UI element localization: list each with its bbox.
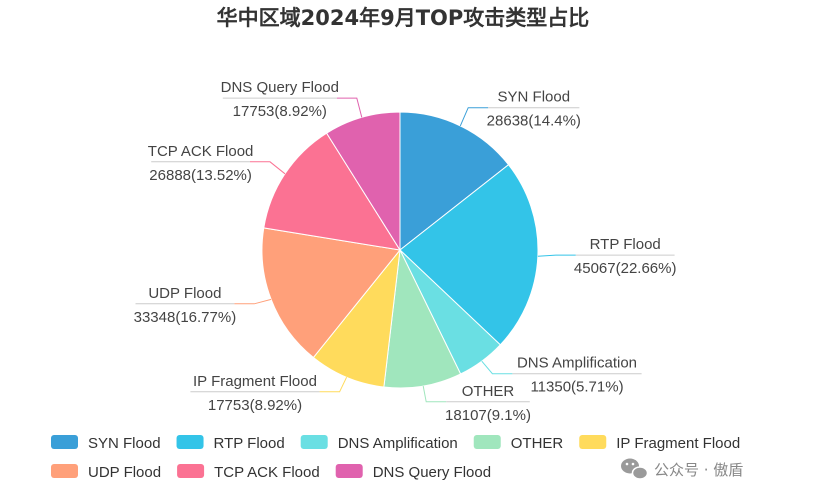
legend-item-ip-fragment-flood[interactable]: IP Fragment Flood [579,435,740,452]
legend-item-syn-flood[interactable]: SYN Flood [51,435,161,452]
leader-line-tcp-ack-flood [250,161,286,175]
legend-item-udp-flood[interactable]: UDP Flood [51,464,161,481]
data-label-value-syn-flood: 28638(14.4%) [487,113,581,130]
legend-label: DNS Query Flood [373,464,491,481]
legend-label: DNS Amplification [338,435,458,452]
legend-label: RTP Flood [214,435,285,452]
pie-slice-other[interactable] [383,248,462,389]
data-label-value-ip-fragment-flood: 17753(8.92%) [208,397,302,414]
data-label-name-other: OTHER [462,383,515,400]
data-label-name-rtp-flood: RTP Flood [590,236,661,253]
data-label-value-rtp-flood: 45067(22.66%) [574,260,677,277]
data-label-name-udp-flood: UDP Flood [148,285,221,302]
data-label-name-dns-query-flood: DNS Query Flood [221,79,339,96]
data-label-value-other: 18107(9.1%) [445,407,531,424]
data-label-value-tcp-ack-flood: 26888(13.52%) [149,167,252,184]
legend-swatch [177,464,205,478]
legend-item-dns-amplification[interactable]: DNS Amplification [300,435,458,452]
legend-item-tcp-ack-flood[interactable]: TCP ACK Flood [177,464,320,481]
legend-swatch [176,435,204,449]
legend-swatch [579,435,607,449]
legend-swatch [300,435,328,449]
data-label-name-tcp-ack-flood: TCP ACK Flood [148,143,254,160]
legend-swatch [335,464,363,478]
legend-swatch [51,435,78,449]
legend-label: UDP Flood [88,464,161,481]
data-label-value-dns-amplification: 11350(5.71%) [530,379,623,396]
data-label-name-ip-fragment-flood: IP Fragment Flood [193,373,317,390]
pie-slice-syn-flood[interactable] [399,111,510,252]
data-label-name-dns-amplification: DNS Amplification [517,355,637,372]
leader-line-dns-query-flood [336,97,363,118]
data-label-value-dns-query-flood: 17753(8.92%) [233,103,327,120]
wechat-icon [621,458,649,480]
legend-label: OTHER [511,435,564,452]
leader-line-udp-flood [234,298,272,305]
data-label-value-udp-flood: 33348(16.77%) [134,309,237,326]
watermark: 公众号 · 傲盾 [621,458,743,480]
data-label-name-syn-flood: SYN Flood [498,89,571,106]
leader-line-dns-amplification [481,360,513,375]
leader-line-syn-flood [459,107,489,127]
legend-swatch [473,435,501,449]
watermark-text: 公众号 · 傲盾 [654,461,743,479]
leader-line-rtp-flood [537,254,576,257]
legend-item-rtp-flood[interactable]: RTP Flood [176,435,285,452]
legend-item-other[interactable]: OTHER [473,435,564,452]
legend-swatch [51,464,78,478]
leader-line-ip-fragment-flood [319,376,348,393]
chart-title: 华中区域2024年9月TOP攻击类型占比 [217,6,590,30]
legend-label: IP Fragment Flood [616,435,740,452]
legend-label: TCP ACK Flood [214,464,320,481]
pie-slice-rtp-flood[interactable] [399,164,539,346]
legend-item-dns-query-flood[interactable]: DNS Query Flood [335,464,491,481]
legend-label: SYN Flood [88,435,161,452]
leader-line-other [422,385,447,403]
pie-slice-udp-flood[interactable] [261,227,401,359]
